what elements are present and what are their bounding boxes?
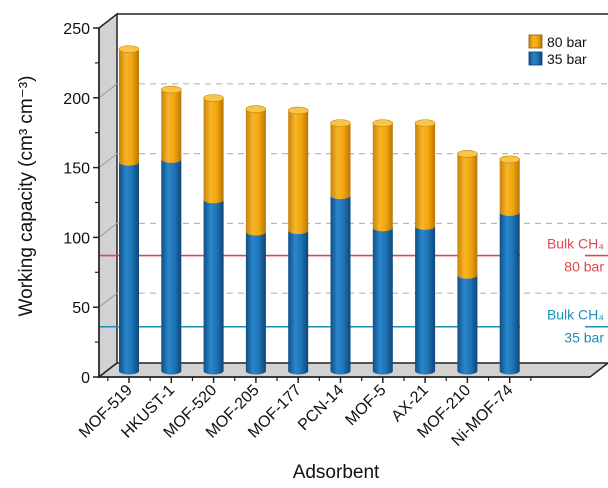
bar-group-ni-mof-74: [499, 155, 521, 375]
back-wall: [117, 14, 608, 363]
bar-cap-ax-21: [414, 119, 436, 127]
bar-mof-520-80-bar: [203, 97, 224, 204]
legend: 80 bar 35 bar: [528, 34, 587, 67]
bar-mof-177-35-bar: [288, 230, 309, 375]
bar-group-mof-520: [203, 94, 224, 375]
bar-cap-mof-210: [457, 150, 478, 158]
y-tick-label-250: 250: [63, 21, 90, 38]
bar-group-mof-210: [457, 150, 478, 375]
bar-group-hkust-1: [161, 85, 182, 375]
bar-ni-mof-74-35-bar: [499, 212, 520, 375]
bar-mof-520-35-bar: [203, 199, 224, 375]
x-tick-label-pcn-14: PCN-14: [295, 382, 347, 434]
bar-hkust-1-35-bar: [161, 159, 182, 375]
bar-ax-21-80-bar: [415, 123, 436, 230]
y-tick-label-100: 100: [63, 230, 90, 247]
y-tick-label-150: 150: [63, 161, 90, 178]
bar-group-pcn-14: [330, 119, 351, 375]
bar-group-mof-5: [372, 119, 394, 375]
bar-mof-177-80-bar: [288, 110, 309, 235]
bar-mof-205-35-bar: [245, 232, 266, 375]
gridline-side-150: [98, 153, 118, 168]
y-tick-label-50: 50: [72, 300, 90, 317]
side-wall: [98, 12, 118, 379]
x-axis-title: Adsorbent: [293, 462, 380, 483]
reference-lines: Bulk CH₄ 80 bar Bulk CH₄ 35 bar: [99, 236, 608, 346]
bar-pcn-14-80-bar: [330, 123, 351, 200]
bar-group-mof-205: [245, 105, 267, 375]
legend-swatch-80-bar: [528, 34, 543, 49]
bar-ax-21-35-bar: [415, 226, 436, 375]
bar-mof-210-35-bar: [457, 275, 478, 375]
bar-cap-mof-520: [203, 94, 224, 102]
legend-swatch-35-bar: [528, 51, 543, 66]
bar-mof-205-80-bar: [245, 109, 266, 236]
bars: [118, 45, 521, 375]
gridline-side-200: [98, 83, 118, 99]
gridline-side-50: [98, 292, 118, 308]
bar-mof-5-35-bar: [372, 227, 393, 375]
bar-cap-mof-5: [372, 119, 394, 127]
ref-sublabel-35-bar: 35 bar: [564, 330, 604, 346]
legend-label-35-bar: 35 bar: [547, 51, 587, 67]
bar-cap-hkust-1: [161, 85, 182, 94]
bar-cap-mof-519: [118, 45, 140, 53]
bar-mof-519-35-bar: [119, 162, 139, 375]
legend-label-80-bar: 80 bar: [547, 34, 587, 50]
bar-hkust-1-80-bar: [161, 89, 182, 163]
gridlines: [98, 83, 608, 308]
y-axis-title: Working capacity (cm³ cm⁻³): [16, 76, 37, 317]
gridline-side-100: [98, 223, 118, 238]
ref-label-35-bar: Bulk CH₄: [547, 307, 604, 323]
bar-cap-mof-205: [245, 105, 267, 113]
bar-group-mof-177: [287, 106, 309, 375]
bar-mof-210-80-bar: [457, 153, 478, 279]
bar-group-mof-519: [118, 45, 140, 375]
ref-label-80-bar: Bulk CH₄: [547, 236, 604, 252]
bar-cap-mof-177: [287, 106, 309, 115]
bar-group-ax-21: [414, 119, 436, 375]
y-tick-label-0: 0: [81, 370, 90, 387]
y-tick-label-200: 200: [63, 91, 90, 108]
bar-cap-ni-mof-74: [499, 155, 521, 164]
bar-mof-519-80-bar: [119, 49, 139, 166]
x-tick-label-mof-5: MOF-5: [342, 382, 389, 429]
bar-pcn-14-35-bar: [330, 195, 351, 375]
bar-mof-5-80-bar: [372, 123, 393, 232]
bar-ni-mof-74-80-bar: [499, 159, 520, 216]
ref-sublabel-80-bar: 80 bar: [564, 259, 604, 275]
bar-cap-pcn-14: [330, 119, 351, 127]
